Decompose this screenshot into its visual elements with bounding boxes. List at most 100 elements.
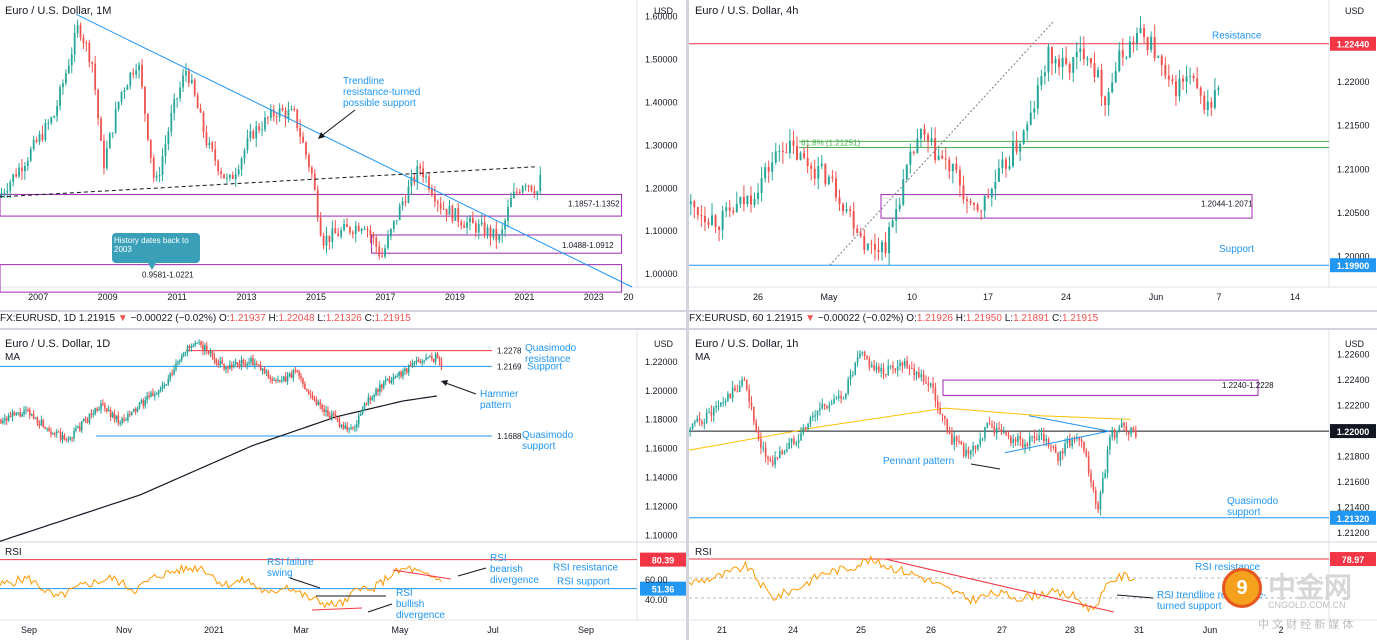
candle-body[interactable] <box>816 410 819 416</box>
candle-body[interactable] <box>987 195 990 198</box>
candle-body[interactable] <box>941 155 944 159</box>
candle-body[interactable] <box>250 358 252 363</box>
candle-body[interactable] <box>140 400 143 403</box>
candle-body[interactable] <box>221 360 223 364</box>
candle-body[interactable] <box>731 387 734 399</box>
dotted-trendline[interactable] <box>829 20 1055 266</box>
candle-body[interactable] <box>69 437 72 440</box>
candle-body[interactable] <box>294 370 297 372</box>
candle-body[interactable] <box>962 444 965 457</box>
candle-body[interactable] <box>793 438 795 445</box>
candle-body[interactable] <box>474 223 477 233</box>
candle-body[interactable] <box>100 403 102 410</box>
pennant-line-upper[interactable] <box>1028 415 1110 432</box>
candle-body[interactable] <box>111 413 114 417</box>
candle-body[interactable] <box>842 398 845 400</box>
candle-body[interactable] <box>70 54 73 66</box>
candle-body[interactable] <box>62 83 64 88</box>
candle-body[interactable] <box>1078 437 1081 440</box>
candle-body[interactable] <box>932 383 934 388</box>
candle-body[interactable] <box>114 108 117 133</box>
candle-body[interactable] <box>86 420 89 423</box>
candle-body[interactable] <box>4 418 6 421</box>
candle-body[interactable] <box>866 243 869 250</box>
candle-body[interactable] <box>863 236 866 250</box>
candle-body[interactable] <box>219 360 222 365</box>
candle-body[interactable] <box>352 427 354 429</box>
candle-body[interactable] <box>298 371 300 376</box>
candle-body[interactable] <box>1113 429 1116 438</box>
candle-body[interactable] <box>724 401 727 403</box>
candle-body[interactable] <box>44 123 47 140</box>
candle-body[interactable] <box>384 380 387 383</box>
candle-body[interactable] <box>217 160 220 172</box>
candle-body[interactable] <box>934 387 937 402</box>
candle-body[interactable] <box>732 210 735 213</box>
candle-body[interactable] <box>469 217 471 223</box>
candle-body[interactable] <box>313 398 316 400</box>
candle-body[interactable] <box>781 450 783 455</box>
candle-body[interactable] <box>967 449 970 455</box>
candle-body[interactable] <box>227 366 229 369</box>
candle-body[interactable] <box>708 411 710 413</box>
candle-body[interactable] <box>400 371 402 377</box>
candle-body[interactable] <box>321 404 323 410</box>
candle-body[interactable] <box>354 225 357 234</box>
candle-body[interactable] <box>209 351 212 354</box>
candle-body[interactable] <box>728 207 731 211</box>
candle-body[interactable] <box>185 71 187 76</box>
candle-body[interactable] <box>310 167 313 174</box>
candle-body[interactable] <box>1047 438 1050 447</box>
candle-body[interactable] <box>1109 436 1111 450</box>
candle-body[interactable] <box>1058 59 1061 68</box>
candle-body[interactable] <box>1021 439 1024 448</box>
candle-body[interactable] <box>27 409 29 411</box>
candle-body[interactable] <box>725 207 728 211</box>
candle-body[interactable] <box>366 228 369 231</box>
candle-body[interactable] <box>264 117 266 130</box>
candle-body[interactable] <box>50 117 53 123</box>
candle-body[interactable] <box>64 73 67 84</box>
candle-body[interactable] <box>134 409 137 412</box>
candle-body[interactable] <box>142 400 145 406</box>
candle-body[interactable] <box>117 415 120 424</box>
candle-body[interactable] <box>17 412 20 414</box>
candle-body[interactable] <box>1065 57 1068 65</box>
candle-body[interactable] <box>819 408 821 411</box>
candle-body[interactable] <box>71 437 73 439</box>
candle-body[interactable] <box>208 142 211 146</box>
candle-body[interactable] <box>272 109 275 117</box>
candle-body[interactable] <box>211 351 214 358</box>
candle-body[interactable] <box>993 426 996 434</box>
candle-body[interactable] <box>215 359 218 364</box>
candle-body[interactable] <box>1026 443 1029 447</box>
candle-body[interactable] <box>703 215 706 223</box>
candle-body[interactable] <box>960 441 963 445</box>
candle-body[interactable] <box>813 168 816 179</box>
candle-body[interactable] <box>764 167 767 179</box>
candle-body[interactable] <box>97 89 99 119</box>
candle-body[interactable] <box>410 176 413 187</box>
candle-body[interactable] <box>207 350 210 354</box>
candle-body[interactable] <box>322 235 325 246</box>
candle-body[interactable] <box>350 427 352 429</box>
candle-body[interactable] <box>884 242 887 254</box>
moving-average-line[interactable] <box>689 407 1131 451</box>
candle-body[interactable] <box>518 192 521 194</box>
candle-body[interactable] <box>962 185 965 200</box>
candle-body[interactable] <box>334 414 337 419</box>
candle-body[interactable] <box>258 126 261 131</box>
candle-body[interactable] <box>981 438 984 440</box>
candle-body[interactable] <box>23 410 25 415</box>
candle-body[interactable] <box>398 371 400 376</box>
candle-body[interactable] <box>1043 434 1045 441</box>
candle-body[interactable] <box>338 420 341 427</box>
candle-body[interactable] <box>1050 46 1053 64</box>
bullish-divergence-line[interactable] <box>311 607 363 611</box>
candle-body[interactable] <box>129 72 132 86</box>
candle-body[interactable] <box>336 418 339 421</box>
candle-body[interactable] <box>539 174 542 192</box>
candle-body[interactable] <box>840 395 842 399</box>
candle-body[interactable] <box>267 371 270 378</box>
candle-body[interactable] <box>53 116 56 118</box>
